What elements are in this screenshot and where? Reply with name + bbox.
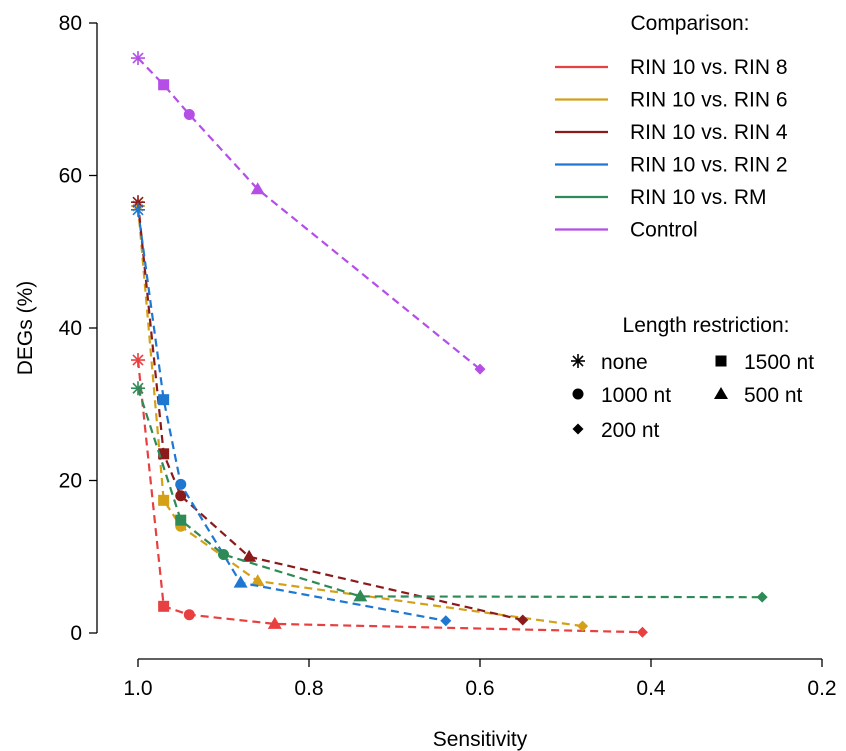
series-2 — [131, 195, 529, 626]
data-point — [175, 478, 187, 490]
y-axis-label: DEGs (%) — [14, 281, 37, 376]
data-point — [131, 353, 145, 368]
data-point — [250, 574, 265, 587]
data-point — [183, 609, 195, 621]
x-tick-label: 0.8 — [294, 677, 323, 700]
data-point — [158, 394, 170, 406]
series-4 — [131, 381, 768, 603]
legend-length-item: 1000 nt — [572, 384, 671, 407]
data-point — [158, 448, 170, 460]
data-point — [131, 202, 145, 217]
data-point — [183, 109, 195, 120]
legend-label: RIN 10 vs. RIN 2 — [630, 154, 788, 177]
data-point — [233, 575, 248, 588]
axes: 0 20 40 60 80 1.0 0.8 0.6 0.4 0.2 Sensitivity DEGs … — [14, 12, 837, 751]
series-layer — [131, 51, 768, 638]
data-point — [267, 616, 282, 629]
y-tick-label: 60 — [59, 165, 82, 188]
square-marker-icon — [715, 355, 727, 367]
legend-length-label: 1000 nt — [601, 384, 671, 407]
triangle-marker-icon — [714, 387, 728, 399]
data-point — [756, 591, 768, 603]
legend-length-label: 200 nt — [601, 419, 660, 442]
data-point — [158, 494, 170, 506]
x-tick-label: 0.4 — [636, 677, 666, 700]
series-0 — [131, 353, 648, 638]
x-tick-label: 0.2 — [807, 677, 836, 700]
legend-length-item: 500 nt — [714, 384, 803, 407]
y-tick-label: 80 — [59, 12, 82, 35]
legend-comparison: Comparison: RIN 10 vs. RIN 8 RIN 10 vs. RI… — [555, 12, 788, 242]
legend-label: RIN 10 vs. RIN 8 — [630, 56, 788, 79]
legend-length-label: none — [601, 351, 648, 374]
series-line — [136, 359, 643, 634]
data-point — [517, 614, 529, 626]
data-point — [242, 549, 257, 562]
legend-label: Control — [630, 219, 698, 242]
data-point — [131, 381, 145, 396]
diamond-marker-icon — [572, 423, 584, 435]
legend-label: RIN 10 vs. RIN 6 — [630, 89, 788, 112]
y-tick-label: 0 — [70, 622, 82, 645]
series-line — [136, 202, 524, 622]
y-tick-label: 20 — [59, 470, 82, 493]
legend-length-item: 200 nt — [572, 419, 660, 442]
legend-comparison-title: Comparison: — [630, 12, 749, 35]
series-5 — [131, 51, 486, 375]
legend-length-label: 1500 nt — [744, 351, 814, 374]
data-point — [577, 620, 589, 632]
x-axis-label: Sensitivity — [433, 728, 528, 751]
series-line — [136, 209, 447, 622]
x-tick-label: 1.0 — [123, 677, 152, 700]
data-point — [250, 182, 265, 195]
data-point — [353, 589, 368, 602]
data-point — [636, 626, 648, 638]
data-point — [440, 615, 452, 627]
legend-length-item: none — [571, 351, 648, 374]
series-3 — [131, 202, 452, 627]
y-tick-label: 40 — [59, 317, 82, 340]
data-point — [175, 490, 187, 502]
asterisk-marker-icon — [571, 354, 585, 368]
data-point — [218, 548, 229, 560]
series-line — [136, 205, 583, 628]
data-point — [175, 514, 187, 526]
series-line — [136, 387, 763, 599]
x-tick-label: 0.6 — [465, 677, 494, 700]
series-1 — [131, 199, 589, 632]
data-point — [158, 600, 170, 612]
legend-length-item: 1500 nt — [715, 351, 814, 374]
series-line — [137, 57, 481, 371]
legend-length-label: 500 nt — [744, 384, 803, 407]
legend-length-title: Length restriction: — [623, 314, 790, 337]
data-point — [158, 79, 170, 91]
legend-label: RIN 10 vs. RM — [630, 186, 767, 209]
data-point — [131, 51, 145, 66]
legend-length-restriction: Length restriction: none 1500 nt 1000 nt 500… — [571, 314, 814, 442]
data-point — [474, 363, 486, 375]
legend-label: RIN 10 vs. RIN 4 — [630, 121, 788, 144]
circle-marker-icon — [572, 388, 584, 400]
